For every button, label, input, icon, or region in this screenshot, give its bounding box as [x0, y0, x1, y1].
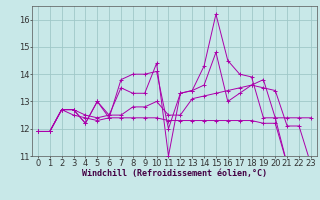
- X-axis label: Windchill (Refroidissement éolien,°C): Windchill (Refroidissement éolien,°C): [82, 169, 267, 178]
